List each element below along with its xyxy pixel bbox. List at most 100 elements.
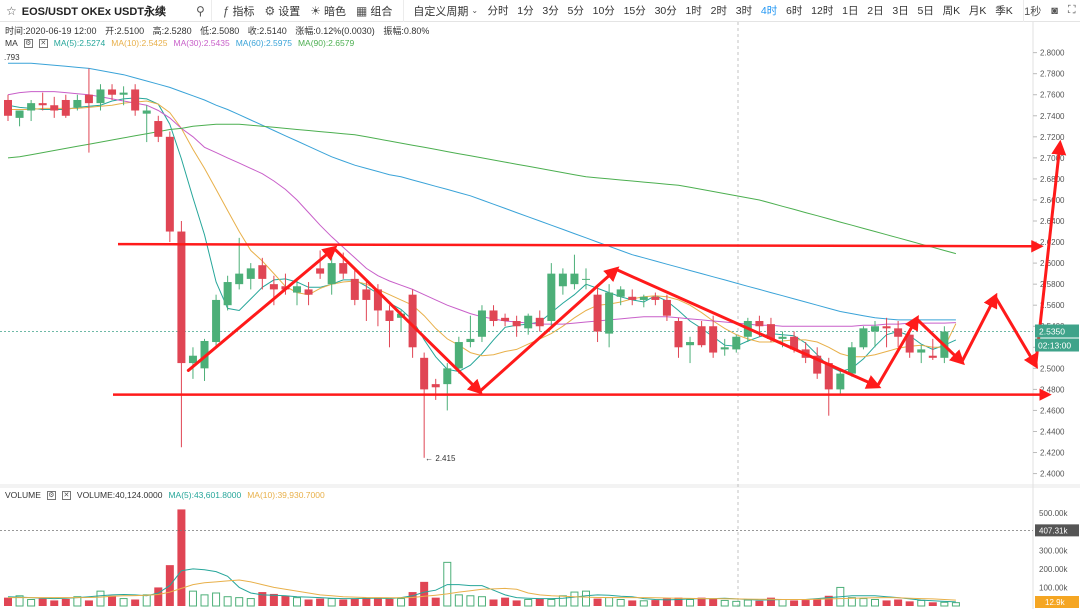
volume-bar-24 (281, 595, 290, 606)
candle-body-52 (605, 292, 614, 334)
ma-settings-icon[interactable]: ⚙ (23, 38, 33, 48)
volume-bar-16 (188, 590, 197, 607)
volume-bar-77 (894, 599, 903, 606)
volume-bar-11 (131, 599, 140, 606)
volume-bar-3 (38, 598, 47, 606)
volume-bar-21 (246, 598, 255, 607)
price-tick-20: 2.4000 (1040, 470, 1065, 479)
interval-12[interactable]: 12时 (811, 5, 834, 17)
interval-11[interactable]: 6时 (786, 5, 803, 17)
candle-body-49 (570, 273, 579, 285)
volume-bar-53 (616, 599, 625, 607)
interval-2[interactable]: 3分 (542, 5, 559, 17)
custom-period-button[interactable]: 自定义周期 ⌄ (413, 5, 479, 18)
candle-body-72 (836, 373, 845, 390)
candle-body-7 (84, 94, 93, 104)
ma-line-4 (7, 123, 957, 255)
toolbar-right: 1秒 ◙ ⛶ (1024, 3, 1080, 19)
interval-18[interactable]: 月K (968, 5, 987, 17)
volume-legend-name: VOLUME (5, 490, 41, 500)
volume-bar-34 (397, 598, 406, 607)
volume-bar-41 (477, 596, 486, 607)
price-tick-5: 2.7000 (1040, 154, 1065, 163)
price-chart[interactable]: 2.8000 2.7800 2.7600 2.7400 2.7200 2.7000 2.68… (0, 22, 1080, 609)
interval-7[interactable]: 1时 (685, 5, 702, 17)
candle-body-75 (871, 326, 879, 332)
price-tick-18: 2.4400 (1040, 427, 1065, 436)
fullscreen-icon[interactable]: ⛶ (1067, 4, 1076, 16)
tools-group: ƒ 指标 ⚙ 设置 ☀ 暗色 ▦ 组合 (212, 0, 405, 22)
candle-body-21 (246, 268, 255, 279)
volume-bar-80 (928, 602, 937, 606)
candle-body-47 (547, 273, 556, 321)
candle-body-33 (385, 310, 394, 321)
interval-17[interactable]: 周K (942, 5, 961, 17)
star-icon[interactable]: ☆ (6, 3, 17, 18)
candle-body-6 (73, 99, 82, 108)
volume-tick-0: 500.00k (1039, 509, 1068, 518)
indicators-button[interactable]: ƒ 指标 (222, 3, 255, 18)
interval-0[interactable]: 分时 (487, 5, 509, 17)
ma30-legend: MA(30):2.5435 (173, 38, 230, 48)
ma-close-icon[interactable]: ✕ (38, 38, 48, 48)
interval-4[interactable]: 10分 (592, 5, 615, 17)
combine-button[interactable]: ▦ 组合 (356, 3, 393, 18)
theme-button[interactable]: ☀ 暗色 (310, 3, 347, 18)
interval-13[interactable]: 1日 (842, 5, 859, 17)
volume-bar-35 (408, 592, 417, 606)
volume-bar-50 (582, 590, 590, 607)
candle-body-66 (766, 324, 775, 339)
candle-body-35 (408, 294, 417, 348)
candle-body-17 (200, 340, 209, 369)
countdown-setting[interactable]: 1秒 (1024, 5, 1042, 18)
price-tick-9: 2.6200 (1040, 238, 1065, 247)
interval-14[interactable]: 2日 (867, 5, 884, 17)
candle-body-41 (477, 310, 486, 337)
last-price-tag (1035, 324, 1079, 338)
candle-body-14 (165, 136, 174, 232)
interval-6[interactable]: 30分 (654, 5, 677, 17)
volume-bar-2 (27, 599, 36, 607)
interval-8[interactable]: 2时 (710, 5, 727, 17)
camera-icon[interactable]: ◙ (1051, 4, 1058, 17)
interval-9[interactable]: 3时 (735, 5, 753, 17)
settings-button[interactable]: ⚙ 设置 (264, 3, 301, 18)
volume_ma10-line (8, 579, 956, 601)
interval-10[interactable]: 4时 (760, 5, 778, 17)
interval-15[interactable]: 3日 (892, 5, 909, 17)
ma90-legend: MA(90):2.6579 (297, 38, 355, 48)
candle-body-53 (616, 289, 625, 297)
volume-bar-23 (269, 593, 278, 606)
volume-bar-76 (882, 600, 891, 606)
volume-bar-54 (628, 600, 637, 606)
volume-settings-icon[interactable]: ⚙ (46, 490, 56, 500)
volume-bar-81 (940, 601, 949, 607)
forecast-arrow-0 (960, 292, 998, 364)
price-tick-11: 2.5800 (1040, 280, 1065, 289)
volume-close-icon[interactable]: ✕ (61, 490, 71, 500)
volume-bar-30 (350, 598, 359, 606)
interval-5[interactable]: 15分 (623, 5, 646, 17)
volume-bar-68 (790, 600, 799, 606)
interval-16[interactable]: 5日 (917, 5, 934, 17)
interval-1[interactable]: 1分 (517, 5, 534, 17)
trend-arrow-5 (915, 317, 965, 366)
symbol-name[interactable]: EOS/USDT OKEx USDT永续 (21, 5, 167, 18)
interval-19[interactable]: 季K (995, 5, 1013, 17)
search-icon[interactable]: ⚲ (196, 3, 205, 18)
volume-bar-43 (501, 597, 510, 606)
candle-body-62 (720, 347, 729, 350)
ma-legend-name: MA (5, 38, 18, 48)
price-tick-0: 2.8000 (1040, 49, 1065, 58)
volume-bar-28 (327, 598, 336, 607)
volume-bar-61 (709, 598, 718, 606)
candle-body-15 (177, 231, 186, 364)
volume-bar-52 (605, 597, 614, 607)
candle-body-77 (894, 328, 903, 337)
volume-bar-62 (720, 599, 729, 607)
volume-bar-17 (200, 594, 209, 607)
candle-body-68 (790, 336, 799, 350)
volume-value: VOLUME:40,124.0000 (76, 490, 163, 500)
interval-3[interactable]: 5分 (567, 5, 584, 17)
price-tick-12: 2.5600 (1040, 301, 1065, 310)
